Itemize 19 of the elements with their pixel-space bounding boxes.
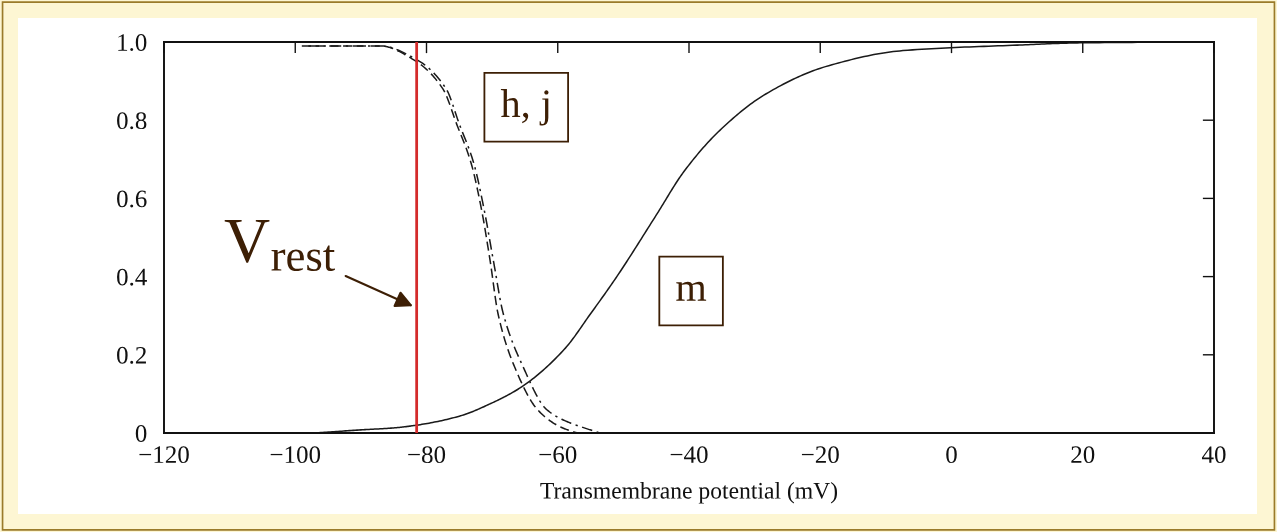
annotation: m — [676, 281, 707, 301]
x-tick-label: −120 — [139, 446, 189, 464]
annotation: h, j — [500, 89, 549, 126]
x-tick-label: −20 — [801, 446, 839, 464]
y-tick-label: 1.0 — [118, 34, 147, 52]
x-tick-label: 20 — [1071, 446, 1095, 464]
x-axis-title: Transmembrane potential (mV) — [540, 482, 838, 504]
y-tick-label: 0 — [135, 425, 147, 442]
y-tick-label: 0.8 — [117, 112, 147, 130]
y-tick-label: 0.4 — [117, 268, 147, 286]
x-tick-label: −40 — [670, 446, 708, 464]
x-tick-label: −60 — [539, 446, 577, 464]
x-tick-label: −80 — [408, 446, 446, 464]
ref-line-label: V$_{rest}$ — [224, 219, 335, 272]
y-tick-label: 0.2 — [117, 346, 146, 364]
y-tick-label: 0.6 — [117, 190, 147, 208]
x-tick-label: 40 — [1201, 446, 1226, 464]
x-tick-label: 0 — [946, 446, 957, 464]
x-tick-label: −100 — [270, 446, 321, 464]
